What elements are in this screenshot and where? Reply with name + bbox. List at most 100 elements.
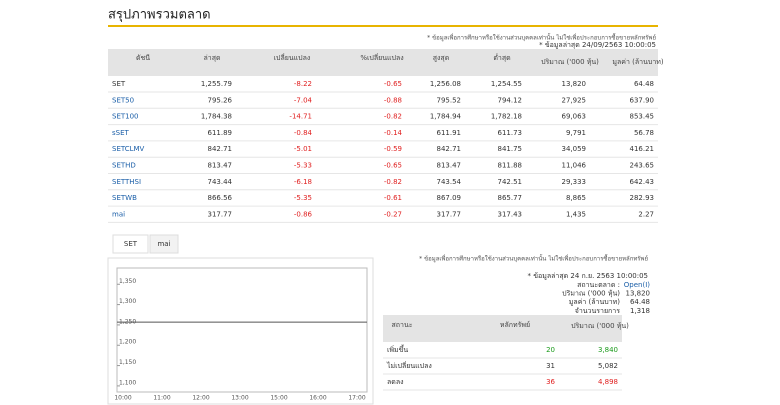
- cell: 29,333: [562, 178, 587, 186]
- cell: 611.91: [437, 129, 462, 137]
- index-name[interactable]: sSET: [112, 129, 130, 137]
- column-header: ล่าสุด: [203, 54, 220, 62]
- cell: -0.82: [384, 113, 402, 121]
- breadth-cell: 3,840: [598, 346, 618, 354]
- cell: -0.14: [384, 129, 403, 137]
- cell: 811.88: [498, 162, 523, 170]
- cell: 841.75: [498, 145, 523, 153]
- page-title: สรุปภาพรวมตลาด: [108, 8, 211, 23]
- column-header: มูลค่า (ล้านบาท): [612, 58, 663, 66]
- column-header: เปลี่ยนแปลง: [274, 53, 311, 62]
- cell: 611.73: [498, 129, 523, 137]
- cell: 611.89: [208, 129, 233, 137]
- breadth-cell: 31: [546, 362, 555, 370]
- cell: -0.61: [384, 194, 402, 202]
- column-header: ดัชนี: [136, 54, 150, 62]
- disclaimer: * ข้อมูลเพื่อการศึกษาหรือใช้งานส่วนบุคคล…: [419, 253, 648, 263]
- index-name[interactable]: SET100: [112, 113, 139, 121]
- table-header-bg: [108, 49, 658, 76]
- breadth-cell: 5,082: [598, 362, 618, 370]
- cell: 64.48: [634, 80, 654, 88]
- cell: 813.47: [437, 162, 462, 170]
- y-tick-label: 1,350: [119, 278, 136, 285]
- column-header: สูงสุด: [433, 54, 450, 62]
- breadth-cell: 36: [546, 378, 555, 386]
- cell: -5.35: [294, 194, 312, 202]
- cell: 243.65: [630, 162, 655, 170]
- cell: -0.27: [384, 210, 402, 218]
- breadth-cell: เพิ่มขึ้น: [387, 343, 408, 354]
- timestamp: * ข้อมูลล่าสุด 24/09/2563 10:00:05: [539, 41, 656, 49]
- tab-label[interactable]: SET: [124, 240, 138, 248]
- cell: -0.84: [294, 129, 313, 137]
- y-tick-label: 1,100: [119, 379, 136, 386]
- index-name[interactable]: mai: [112, 210, 125, 218]
- summary-label: สถานะตลาด :: [577, 281, 620, 289]
- cell: -6.18: [294, 178, 312, 186]
- cell: -0.65: [384, 162, 402, 170]
- cell: 69,063: [562, 113, 587, 121]
- cell: 1,435: [566, 210, 586, 218]
- summary-label: จำนวนรายการ: [575, 307, 620, 315]
- x-tick-label: 12:00: [192, 395, 209, 402]
- cell: 742.51: [498, 178, 523, 186]
- cell: 1,784.38: [201, 113, 232, 121]
- cell: 866.56: [208, 194, 233, 202]
- index-name[interactable]: SET: [112, 80, 126, 88]
- index-name[interactable]: SETWB: [112, 194, 137, 202]
- index-name[interactable]: SET50: [112, 96, 134, 104]
- y-tick-label: 1,150: [119, 359, 136, 366]
- plot-area: [116, 267, 368, 393]
- cell: -0.88: [384, 96, 402, 104]
- cell: 317.77: [208, 210, 233, 218]
- cell: 317.77: [437, 210, 462, 218]
- breadth-cell: 4,898: [598, 378, 618, 386]
- cell: 9,791: [566, 129, 586, 137]
- cell: 11,046: [562, 162, 587, 170]
- cell: 867.09: [437, 194, 462, 202]
- cell: 795.52: [437, 96, 462, 104]
- summary-value: Open(I): [624, 281, 650, 289]
- summary-label: มูลค่า (ล้านบาท): [569, 298, 620, 306]
- column-header: ปริมาณ ('000 หุ้น): [541, 58, 599, 66]
- y-tick-label: 1,300: [119, 298, 136, 305]
- cell: -0.82: [384, 178, 402, 186]
- cell: 2.27: [638, 210, 654, 218]
- breadth-header: หลักทรัพย์: [500, 321, 530, 329]
- x-tick-label: 15:00: [270, 395, 287, 402]
- tab[interactable]: [112, 234, 149, 254]
- cell: 317.43: [498, 210, 523, 218]
- timestamp: * ข้อมูลล่าสุด 24 ก.ย. 2563 10:00:05: [527, 272, 648, 280]
- column-header: ต่ำสุด: [493, 53, 510, 62]
- cell: 34,059: [562, 145, 587, 153]
- index-name[interactable]: SETHD: [112, 162, 136, 170]
- cell: 1,784.94: [430, 113, 462, 121]
- cell: -0.59: [384, 145, 402, 153]
- summary-value: 64.48: [630, 298, 650, 306]
- tab-label[interactable]: mai: [157, 240, 170, 248]
- tab[interactable]: [149, 234, 179, 254]
- summary-value: 1,318: [630, 307, 650, 315]
- breadth-header-bg: [383, 315, 622, 342]
- cell: 1,254.55: [491, 80, 522, 88]
- cell: 1,782.18: [491, 113, 522, 121]
- cell: 416.21: [630, 145, 655, 153]
- cell: 842.71: [208, 145, 233, 153]
- x-tick-label: 13:00: [231, 395, 248, 402]
- cell: 794.12: [498, 96, 523, 104]
- cell: 743.54: [437, 178, 462, 186]
- cell: 813.47: [208, 162, 233, 170]
- cell: -7.04: [294, 96, 313, 104]
- summary-label: ปริมาณ ('000 หุ้น): [562, 290, 620, 298]
- index-name[interactable]: SETCLMV: [112, 145, 145, 153]
- cell: 637.90: [630, 96, 655, 104]
- x-tick-label: 10:00: [114, 395, 131, 402]
- cell: -0.86: [294, 210, 313, 218]
- cell: 13,820: [562, 80, 587, 88]
- cell: 853.45: [630, 113, 655, 121]
- index-name[interactable]: SETTHSI: [112, 178, 141, 186]
- cell: 795.26: [208, 96, 233, 104]
- cell: 56.78: [634, 129, 654, 137]
- cell: 8,865: [566, 194, 586, 202]
